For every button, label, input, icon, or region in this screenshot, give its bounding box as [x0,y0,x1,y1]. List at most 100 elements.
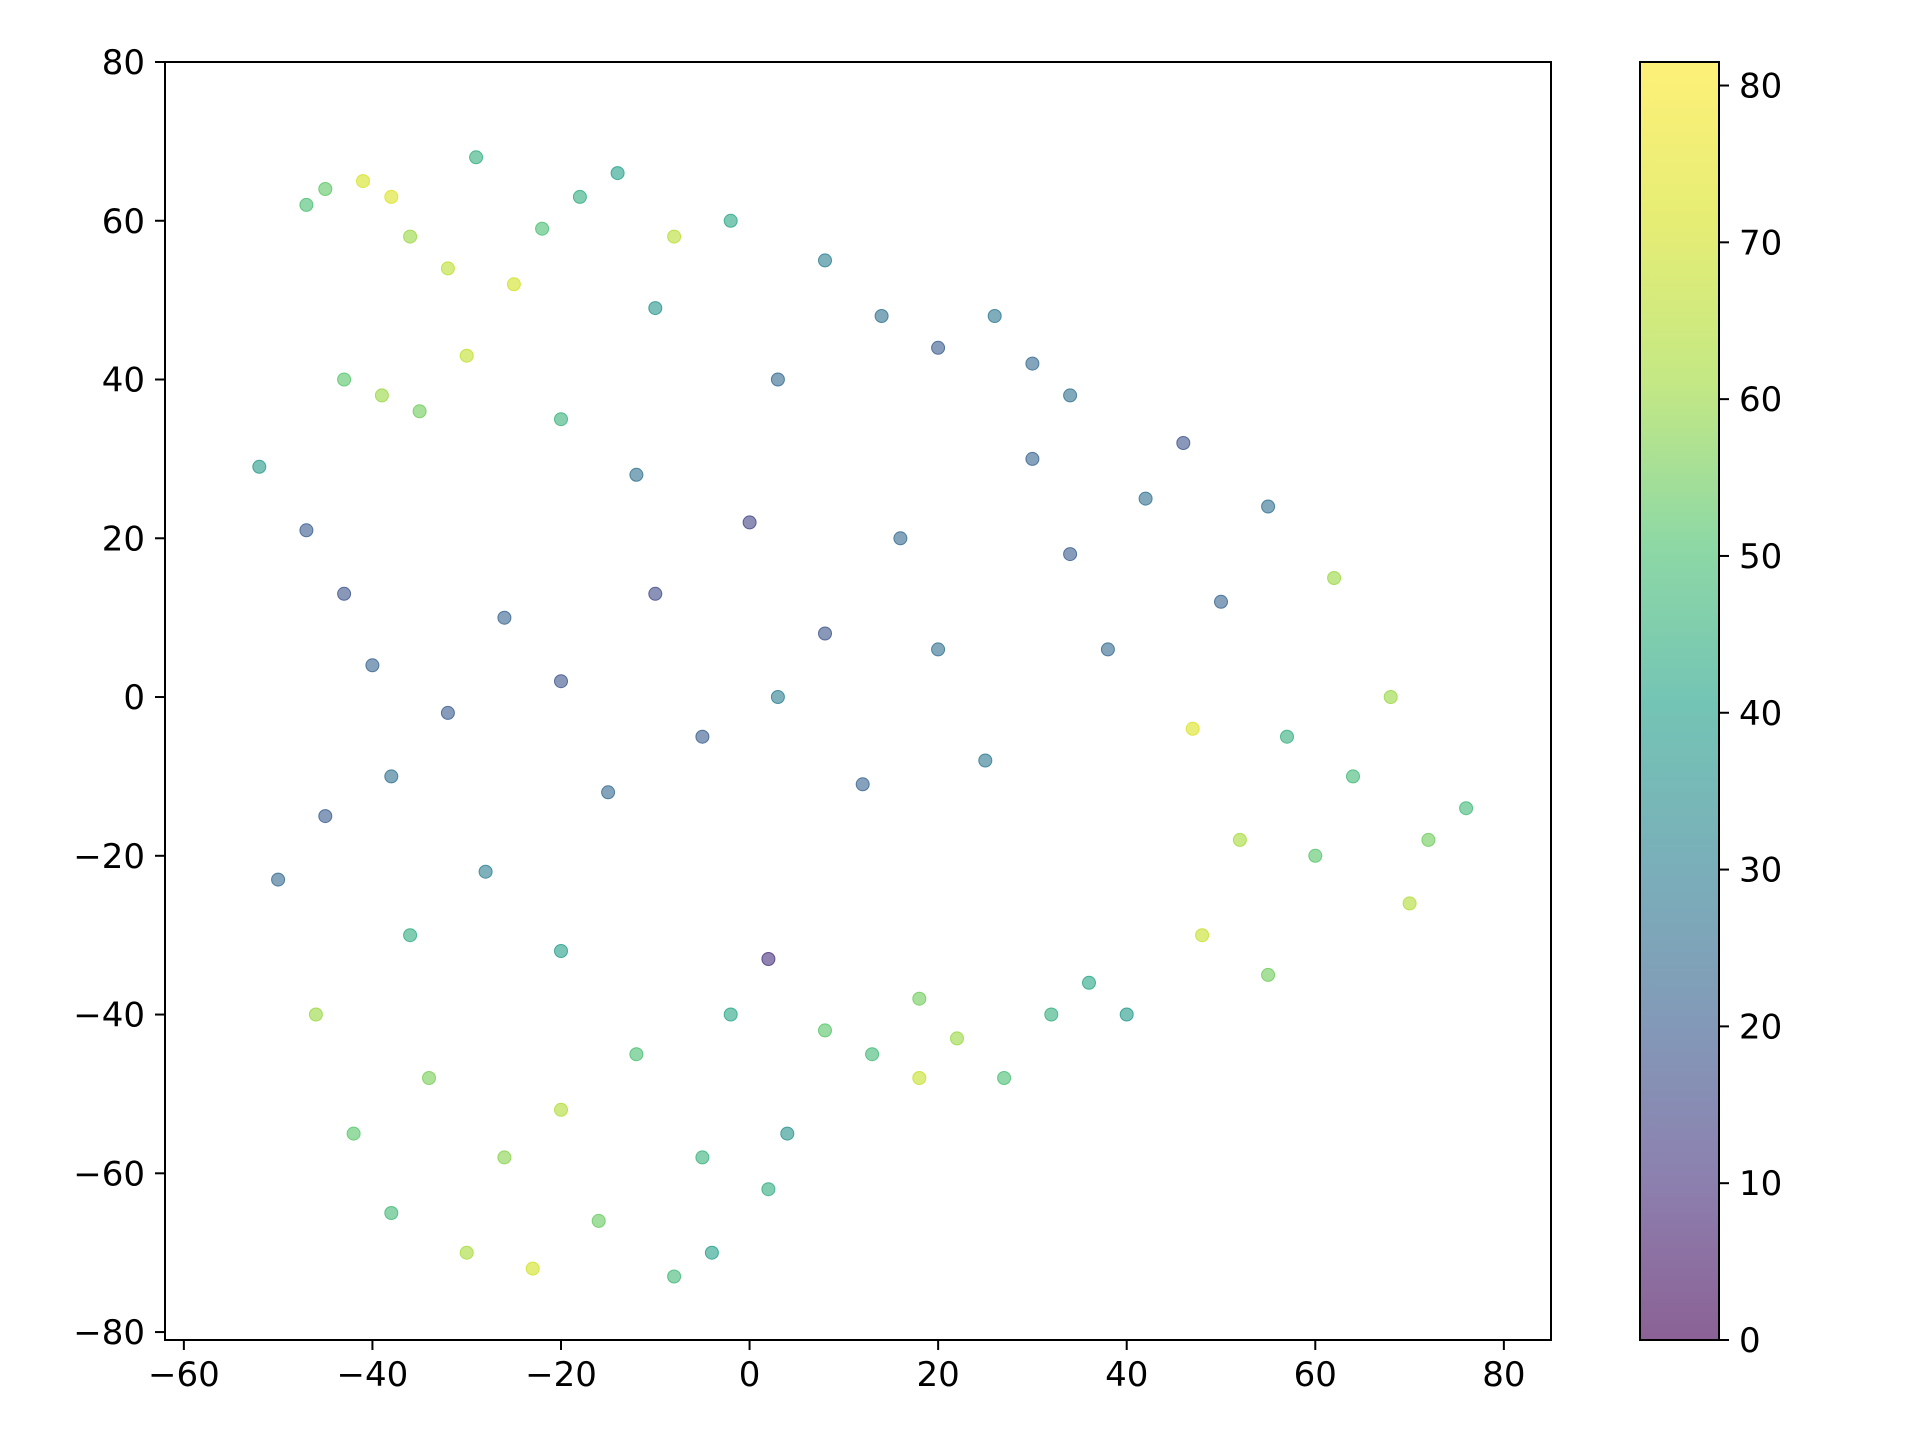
data-point [308,1007,323,1022]
colorbar-tick-label: 0 [1739,1321,1761,1361]
y-axis: −80 −60 −40 −20 0 20 40 60 80 [73,43,165,1353]
data-point [374,388,389,403]
data-point [912,1071,927,1085]
y-tick-label: −80 [73,1313,145,1353]
data-point [299,197,314,212]
data-point [1025,451,1040,466]
data-point [695,729,710,744]
colorbar-tick-label: 20 [1739,1007,1782,1047]
data-point [704,1245,719,1260]
data-point [1063,547,1078,562]
data-point [723,1007,738,1022]
data-point [865,1047,880,1062]
data-point [497,610,512,625]
data-point [1346,769,1360,784]
data-point [818,626,832,641]
data-point [770,372,785,387]
data-point [318,809,333,824]
data-point [422,1071,436,1085]
data-point [874,309,889,323]
data-point [440,261,455,276]
data-point [950,1031,964,1046]
data-point [1138,491,1153,506]
data-point [252,459,267,474]
data-point [469,150,484,165]
data-point [459,1245,474,1260]
data-point [356,174,370,189]
x-tick-label: −40 [337,1355,409,1395]
data-point [667,1269,682,1284]
data-point [601,785,616,800]
data-point [978,753,993,768]
data-point [1459,801,1474,816]
data-point [365,658,380,673]
data-point [1383,690,1398,704]
data-point [459,348,474,363]
colorbar: 0 10 20 30 40 50 60 70 80 [1639,61,1782,1361]
colorbar-tick-label: 80 [1739,67,1782,107]
data-point [497,1150,512,1165]
data-point [761,1182,776,1197]
data-point [1232,832,1247,847]
colorbar-tick-label: 60 [1739,380,1782,420]
data-point [742,515,757,530]
x-tick-label: −60 [148,1355,220,1395]
data-point [384,769,399,784]
data-point [1308,848,1323,863]
colorbar-tick-label: 10 [1739,1164,1782,1204]
data-point [1082,975,1096,990]
colorbar-tick-label: 30 [1739,851,1782,891]
data-point [478,864,493,879]
y-tick-label: −20 [73,837,145,877]
data-point [554,412,568,427]
y-tick-label: 40 [102,361,145,401]
data-point [440,705,455,720]
y-tick-label: 20 [102,519,145,559]
data-point [997,1071,1012,1085]
y-tick-label: 60 [102,202,145,242]
data-point [1402,896,1417,911]
data-point [572,189,587,204]
data-point [1176,436,1191,450]
data-point [667,229,682,244]
data-point [337,372,352,387]
data-point [931,642,946,657]
x-tick-label: 0 [739,1355,761,1395]
data-point [893,531,908,546]
data-point [629,1047,644,1062]
data-point [384,1206,399,1220]
data-point [554,1102,568,1117]
data-point [931,340,946,355]
data-point [987,309,1002,323]
data-point [912,991,927,1006]
data-point [695,1150,710,1165]
data-point [403,928,418,943]
data-point [1044,1007,1059,1022]
data-point [1280,729,1294,744]
data-point [1214,594,1228,609]
data-point [723,213,738,228]
y-tick-label: 80 [102,43,145,83]
y-tick-label: 0 [123,678,145,718]
data-point [506,277,521,292]
colorbar-tick-label: 40 [1739,694,1782,734]
data-point [403,229,418,244]
plot-area-frame [164,61,1552,1341]
data-point [318,182,333,196]
data-point [299,523,314,538]
data-point [761,952,776,966]
colorbar-tick-label: 70 [1739,223,1782,263]
data-point [591,1213,606,1228]
data-point [648,586,663,601]
data-point [384,189,399,204]
data-point [648,301,663,316]
y-tick-label: −40 [73,996,145,1036]
data-point [554,674,568,689]
data-point [337,586,352,601]
data-point [1195,928,1210,943]
x-tick-label: 60 [1294,1355,1337,1395]
data-point [346,1126,361,1141]
x-axis: −60 −40 −20 0 20 40 60 80 [148,1340,1525,1395]
data-point [1119,1007,1134,1022]
